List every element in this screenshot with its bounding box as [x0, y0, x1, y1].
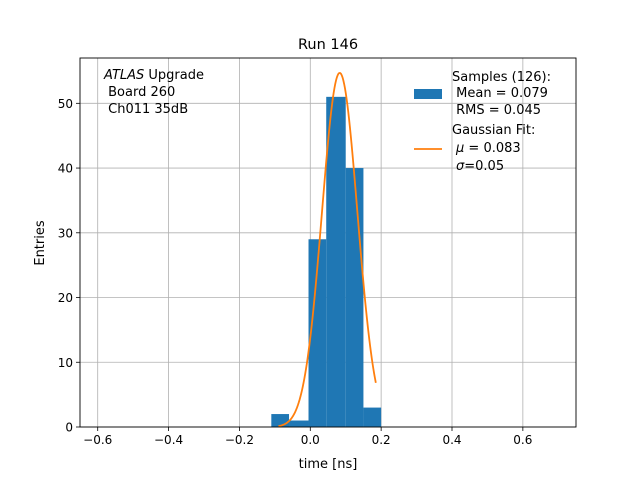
sigma-value: =0.05: [464, 159, 504, 174]
annotation-line-2: Board 260: [104, 85, 175, 100]
y-tick-label: 10: [58, 356, 73, 370]
gaussian-fit: [278, 72, 377, 427]
y-tick-label: 0: [65, 421, 73, 435]
y-tick-label: 40: [58, 162, 73, 176]
mu-symbol: μ: [455, 141, 464, 156]
histogram-bar: [308, 239, 327, 427]
histogram-bar: [363, 407, 382, 427]
x-tick-label: −0.4: [154, 433, 183, 447]
legend-fit-mu: μ = 0.083: [455, 141, 521, 156]
x-axis-ticks: −0.6 −0.4 −0.2 0.0 0.2 0.4 0.6: [83, 427, 532, 447]
legend-fit-title: Gaussian Fit:: [452, 123, 535, 138]
chart-title: Run 146: [298, 37, 358, 53]
x-tick-label: 0.6: [513, 433, 532, 447]
x-tick-label: 0.4: [442, 433, 461, 447]
y-axis-label: Entries: [33, 220, 48, 266]
legend: Samples (126): Mean = 0.079 RMS = 0.045 …: [414, 70, 551, 174]
legend-samples-rms: RMS = 0.045: [452, 103, 541, 118]
plot-area-frame: [79, 57, 577, 428]
atlas-annotation: ATLAS Upgrade Board 260 Ch011 35dB: [103, 68, 204, 117]
x-tick-label: 0.0: [301, 433, 320, 447]
mu-value: = 0.083: [464, 141, 520, 156]
y-tick-label: 30: [58, 226, 73, 240]
annotation-line-3: Ch011 35dB: [104, 102, 188, 117]
gaussian-fit-curve: [278, 72, 377, 427]
legend-samples-title: Samples (126):: [452, 70, 551, 85]
histogram-bar: [345, 168, 364, 428]
x-axis-label: time [ns]: [299, 457, 358, 472]
atlas-italic: ATLAS: [103, 68, 144, 83]
annotation-line-1: ATLAS Upgrade: [103, 68, 204, 83]
x-tick-label: 0.2: [372, 433, 391, 447]
y-tick-label: 50: [58, 97, 73, 111]
histogram-bar: [326, 96, 346, 427]
legend-swatch-samples: [414, 89, 442, 99]
y-tick-label: 20: [58, 291, 73, 305]
histogram-bar: [289, 420, 309, 427]
legend-samples-mean: Mean = 0.079: [452, 86, 548, 101]
legend-fit-sigma: σ=0.05: [456, 159, 504, 174]
annotation-upgrade: Upgrade: [144, 68, 204, 83]
x-tick-label: −0.6: [83, 433, 112, 447]
x-tick-label: −0.2: [225, 433, 254, 447]
sigma-symbol: σ: [456, 159, 465, 174]
y-axis-ticks: 0 10 20 30 40 50: [58, 97, 80, 435]
